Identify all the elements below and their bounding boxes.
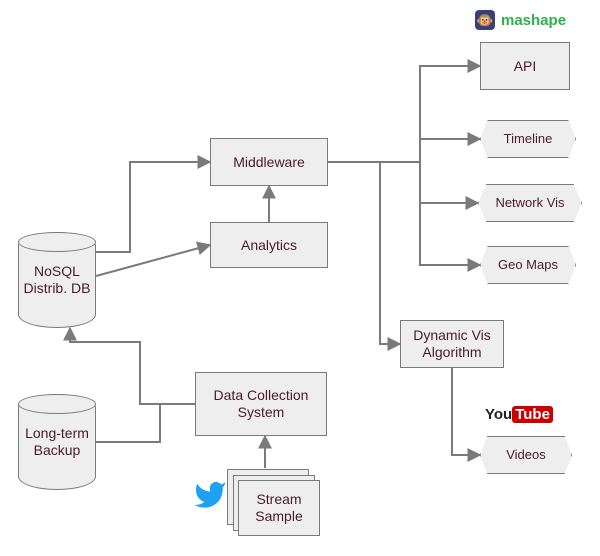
twitter-icon: [190, 478, 230, 512]
node-timeline: Timeline: [480, 120, 576, 158]
node-dynamic-vis-algorithm: Dynamic VisAlgorithm: [400, 320, 504, 368]
mashape-icon: 🐵: [475, 10, 495, 30]
node-analytics: Analytics: [210, 222, 328, 268]
youtube-text: YouTube: [485, 406, 553, 423]
node-videos: Videos: [480, 436, 572, 474]
node-data-collection-system: Data CollectionSystem: [195, 372, 327, 436]
node-middleware: Middleware: [210, 138, 328, 186]
node-nosql-db: NoSQLDistrib. DB: [18, 232, 96, 328]
node-network-vis: Network Vis: [478, 184, 582, 222]
node-geo-maps: Geo Maps: [480, 246, 576, 284]
node-stream-sample: StreamSample: [238, 480, 320, 536]
mashape-logo: 🐵 mashape: [475, 10, 566, 30]
node-longterm-backup: Long-termBackup: [18, 394, 96, 490]
node-api: API: [480, 42, 570, 90]
youtube-logo: YouTube: [485, 406, 553, 423]
label: Long-termBackup: [25, 425, 89, 459]
mashape-text: mashape: [501, 12, 566, 29]
label: NoSQLDistrib. DB: [24, 263, 91, 297]
